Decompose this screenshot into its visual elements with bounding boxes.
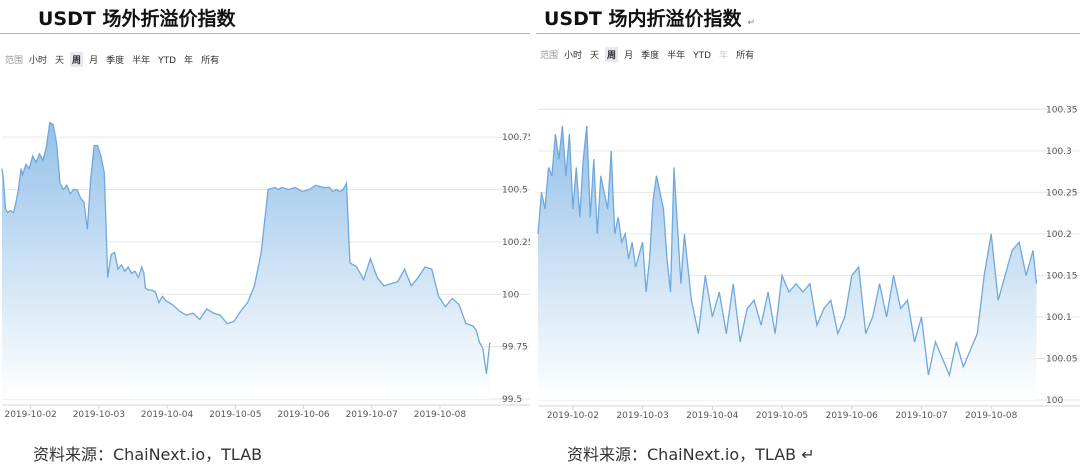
x-tick-label: 2019-10-03 xyxy=(616,411,668,421)
y-tick-label: 100.3 xyxy=(1046,147,1072,157)
range-button[interactable]: 年 xyxy=(719,51,729,61)
x-tick-label: 2019-10-02 xyxy=(4,410,56,420)
range-button[interactable]: 季度 xyxy=(106,56,125,66)
y-tick-label: 100.1 xyxy=(1046,313,1072,323)
x-tick-label: 2019-10-04 xyxy=(686,411,739,421)
y-tick-label: 100.35 xyxy=(1046,105,1078,115)
range-button[interactable]: 小时 xyxy=(564,51,583,61)
range-button[interactable]: 小时 xyxy=(29,56,48,66)
y-tick-label: 99.75 xyxy=(502,343,528,353)
range-button[interactable]: 天 xyxy=(590,51,600,61)
x-tick-label: 2019-10-08 xyxy=(414,410,467,420)
range-button[interactable]: 半年 xyxy=(132,56,151,66)
range-button[interactable]: 所有 xyxy=(736,51,755,61)
range-button[interactable]: 季度 xyxy=(641,51,660,61)
y-tick-label: 100.05 xyxy=(1046,354,1078,364)
y-tick-label: 100.2 xyxy=(1046,230,1072,240)
range-button[interactable]: 半年 xyxy=(667,51,686,61)
x-tick-label: 2019-10-06 xyxy=(826,411,879,421)
y-tick-label: 100.5 xyxy=(502,186,528,196)
y-tick-label: 100.25 xyxy=(1046,188,1078,198)
chart-title: USDT 场外折溢价指数 xyxy=(38,8,236,30)
range-button[interactable]: 月 xyxy=(624,51,634,61)
x-tick-label: 2019-10-04 xyxy=(141,410,194,420)
x-tick-label: 2019-10-07 xyxy=(895,411,947,421)
x-tick-label: 2019-10-02 xyxy=(547,411,599,421)
range-button[interactable]: YTD xyxy=(158,56,177,66)
source-note: 资料来源：ChaiNext.io，TLAB xyxy=(33,445,263,464)
y-tick-label: 100.75 xyxy=(502,133,530,143)
chart-title: USDT 场内折溢价指数 ↵ xyxy=(544,8,756,30)
range-button[interactable]: 天 xyxy=(55,56,65,66)
source-note: 资料来源：ChaiNext.io，TLAB ↵ xyxy=(567,445,815,464)
y-tick-label: 100 xyxy=(1046,396,1063,406)
y-tick-label: 99.5 xyxy=(502,395,522,405)
range-button[interactable]: 所有 xyxy=(201,56,220,66)
range-button[interactable]: 周 xyxy=(605,47,619,62)
x-tick-label: 2019-10-05 xyxy=(209,410,261,420)
onsite-premium-panel: 100 100.05 100.1 100.15 100.2 100.25 100.3 100.… xyxy=(536,0,1080,465)
x-tick-label: 2019-10-08 xyxy=(965,411,1018,421)
range-button[interactable]: 月 xyxy=(89,56,99,66)
series-line xyxy=(537,125,1038,378)
series-area xyxy=(2,122,490,399)
x-tick-label: 2019-10-06 xyxy=(277,410,330,420)
title-underline xyxy=(0,33,530,34)
range-selector: 范围 小时天周月季度 半年 YTD 年所有 xyxy=(538,47,760,62)
onsite-premium-chart: 100 100.05 100.1 100.15 100.2 100.25 100.3 100.… xyxy=(537,105,1080,421)
range-button[interactable]: 年 xyxy=(184,56,194,66)
range-label: 范围 xyxy=(5,56,24,66)
title-underline xyxy=(536,33,1080,34)
offsite-premium-panel: 99.5 99.75 100 100.25 100.5 100.75 2019-10-02 2… xyxy=(0,0,530,465)
x-tick-label: 2019-10-07 xyxy=(346,410,398,420)
range-button[interactable]: YTD xyxy=(693,51,712,61)
y-tick-label: 100 xyxy=(502,290,519,300)
x-tick-label: 2019-10-03 xyxy=(73,410,125,420)
x-tick-label: 2019-10-05 xyxy=(756,411,808,421)
series-line xyxy=(1,121,491,374)
series-area xyxy=(538,125,1037,401)
range-button[interactable]: 周 xyxy=(70,52,84,67)
range-selector: 范围 小时天周月季度 半年 YTD 年所有 xyxy=(3,52,225,67)
range-label: 范围 xyxy=(540,51,559,61)
offsite-premium-chart: 99.5 99.75 100 100.25 100.5 100.75 2019-10-02 2… xyxy=(1,121,530,420)
y-tick-label: 100.15 xyxy=(1046,271,1078,281)
y-tick-label: 100.25 xyxy=(502,238,530,248)
